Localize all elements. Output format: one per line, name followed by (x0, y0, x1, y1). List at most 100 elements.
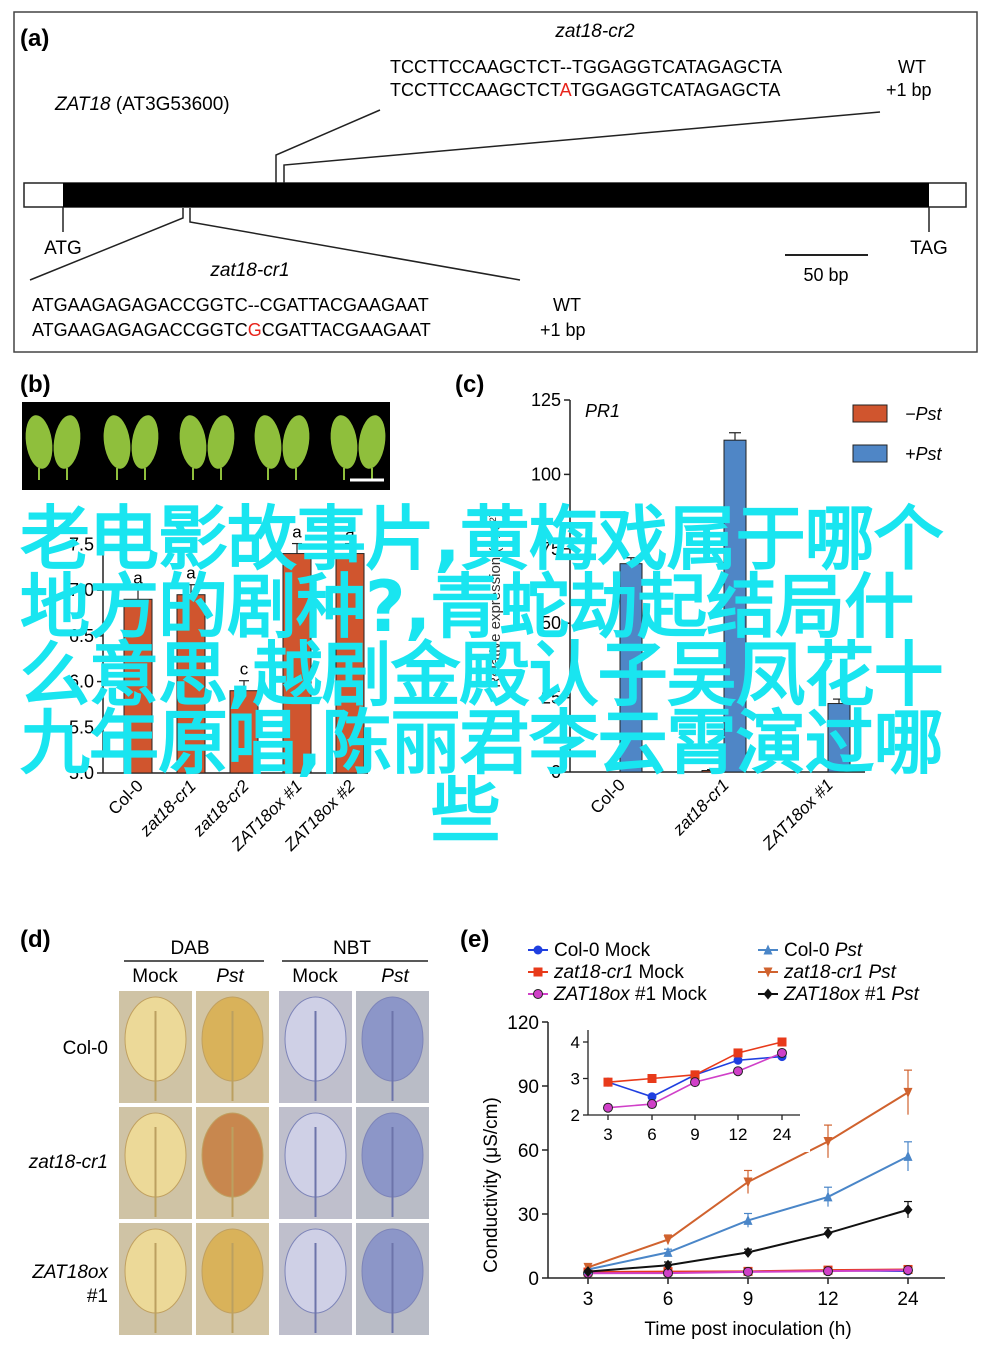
leaf-photo-leaves (25, 415, 386, 480)
overlay-watermark-text: 老电影故事片,黄梅戏属于哪个 地方的剧种?,青蛇劫起结局什 么意思,越剧金殿认子… (20, 498, 970, 852)
marker (533, 967, 543, 977)
marker (583, 1266, 593, 1278)
cr2-mut-seq: TCCTTCCAAGCTCTATGGAGGTCATAGAGCTA (390, 80, 780, 100)
marker (763, 944, 773, 955)
panel-d: (d) DAB NBT Mock Pst Mock Pst Col-0 zat1… (20, 926, 429, 1335)
legend-minus: −Pst (905, 404, 943, 424)
marker (603, 1102, 613, 1113)
marker (743, 1266, 753, 1277)
cr1-name: zat18-cr1 (209, 260, 289, 281)
marker (647, 1092, 657, 1102)
legend-label: ZAT18ox #1 Mock (553, 984, 707, 1005)
marker (777, 1047, 787, 1058)
leaf (207, 415, 235, 469)
significance-letter: a (345, 523, 355, 542)
y-tick-label: 75 (541, 539, 561, 559)
cr2-wt-seq: TCCTTCCAAGCTCT--TGGAGGTCATAGAGCTA (390, 57, 782, 77)
stop-codon: TAG (910, 238, 948, 259)
panel-c-label: (c) (455, 371, 484, 398)
y-tick-label: 0 (528, 1269, 539, 1290)
cr1-mut-tag: +1 bp (540, 320, 586, 340)
row-ox-num: #1 (87, 1286, 108, 1307)
overlay-line: 些 (430, 770, 501, 852)
x-tick-label: 24 (897, 1289, 919, 1310)
group-nbt: NBT (333, 938, 371, 959)
row-cr1: zat18-cr1 (28, 1152, 108, 1173)
panel-e-chart: 0 30 60 90 120 3 6 9 12 24 2 3 4 3 6 9 12 24 (507, 1013, 945, 1310)
cr1-wt-tag: WT (553, 295, 581, 315)
panel-b-label: (b) (20, 371, 51, 398)
marker (823, 1266, 833, 1277)
marker (903, 1265, 913, 1276)
gene-label: ZAT18 (AT3G53600) (54, 94, 230, 115)
marker (823, 1136, 833, 1147)
y-tick-label: 90 (518, 1077, 539, 1098)
y-tick-label: 6.5 (69, 626, 94, 646)
treat-mock-nbt: Mock (292, 966, 338, 987)
legend-label: zat18-cr1 Mock (553, 962, 684, 983)
marker (903, 1087, 913, 1098)
e-ylabel: Conductivity (μS/cm) (481, 1097, 502, 1273)
marker (533, 945, 543, 955)
marker (763, 988, 773, 1000)
y-tick-label: 7.0 (69, 580, 94, 600)
marker (733, 1055, 743, 1065)
legend-label: zat18-cr1 Pst (783, 962, 897, 983)
marker (743, 1246, 753, 1258)
legend-swatch-minus (852, 404, 888, 423)
gene-cds (63, 183, 929, 207)
leaf (330, 415, 358, 469)
x-tick-label: 6 (663, 1289, 674, 1310)
marker (823, 1227, 833, 1239)
x-tick-label: 12 (817, 1289, 838, 1310)
inset-x-tick-label: 9 (690, 1125, 699, 1144)
marker (690, 1077, 700, 1088)
bar (229, 690, 259, 774)
leaf (103, 415, 131, 469)
marker (663, 1259, 673, 1271)
leaf (131, 415, 159, 469)
legend-label: Col-0 Pst (784, 940, 863, 961)
marker (647, 1074, 657, 1083)
cr1-mut-seq: ATGAAGAGAGACCGGTCGCGATTACGAAGAAT (32, 320, 431, 340)
cr2-name: zat18-cr2 (554, 21, 635, 42)
inset-x-tick-label: 6 (647, 1125, 656, 1144)
y-tick-label: 7.5 (69, 534, 94, 554)
leaf (53, 415, 81, 469)
leaf (358, 415, 386, 469)
cr2-zoom-line (275, 109, 381, 183)
significance-letter: a (133, 568, 143, 587)
marker (743, 1214, 753, 1225)
significance-letter: a (186, 564, 196, 583)
marker (733, 1066, 743, 1077)
marker (743, 1177, 753, 1188)
y-tick-label: 60 (518, 1141, 539, 1162)
significance-letter: c (240, 660, 249, 679)
marker (690, 1070, 700, 1080)
panel-e: (e) Col-0 Mock Col-0 Pst zat18-cr1 Mock zat… (460, 926, 945, 1340)
marker (763, 967, 773, 978)
treat-pst-nbt: Pst (381, 966, 409, 987)
panel-a: (a) zat18-cr2 TCCTTCCAAGCTCT--TGGAGGTCAT… (13, 11, 978, 353)
marker (733, 1048, 743, 1058)
y-tick-label: 30 (518, 1205, 539, 1226)
cr2-wt-tag: WT (898, 57, 926, 77)
leaf (179, 415, 207, 469)
marker (903, 1204, 913, 1216)
panel-e-label: (e) (460, 926, 489, 953)
legend-swatch-plus (852, 444, 888, 463)
cr1-zoom-line (29, 208, 184, 281)
y-tick-label: 25 (541, 688, 561, 708)
marker (777, 1037, 787, 1047)
y-tick-label: 5.0 (69, 763, 94, 783)
cr1-wt-seq: ATGAAGAGAGACCGGTC--CGATTACGAAGAAT (32, 295, 429, 315)
x-tick-label: 3 (583, 1289, 594, 1310)
inset-y-tick-label: 3 (571, 1070, 580, 1089)
marker (533, 989, 543, 999)
overlay-line: 九年原唱,陈丽君李云霄演过哪 (20, 702, 944, 784)
x-tick-label: 9 (743, 1289, 754, 1310)
y-tick-label: 50 (541, 613, 561, 633)
overlay-line: 地方的剧种?,青蛇劫起结局什 (20, 566, 914, 648)
overlay-line: 老电影故事片,黄梅戏属于哪个 (20, 498, 944, 580)
